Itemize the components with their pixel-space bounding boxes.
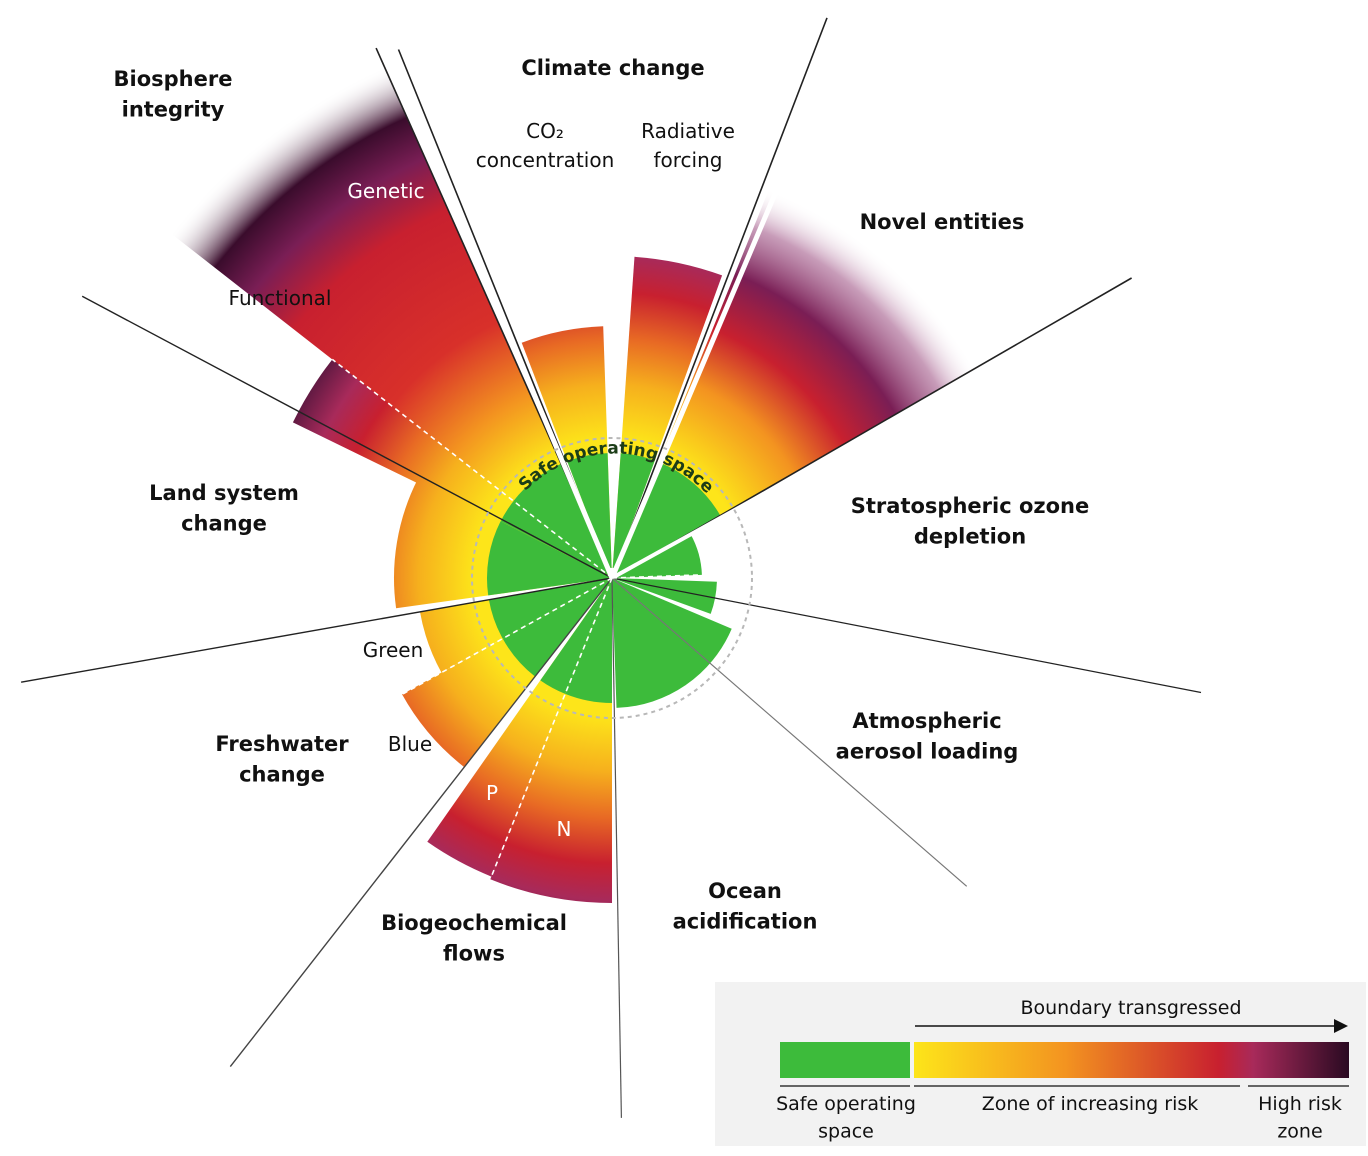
functional-label: Functional bbox=[229, 286, 332, 310]
nitrogen-label: N bbox=[557, 817, 572, 841]
genetic-biosphere-wedge bbox=[170, 66, 612, 579]
ocean-acidification-label: Ocean acidification bbox=[673, 879, 818, 933]
legend-zone-label: Zone of increasing risk bbox=[982, 1093, 1199, 1115]
safe-boundary-circle bbox=[471, 437, 753, 719]
ocean-acidification-wedge bbox=[612, 578, 732, 708]
arrow-head-icon bbox=[1334, 1019, 1348, 1033]
genetic-biosphere-wedge-safe-part bbox=[513, 463, 612, 578]
biogeochemical-flows-label: Biogeochemical flows bbox=[381, 911, 567, 965]
novel-entities-wedge bbox=[612, 188, 976, 578]
nitrogen-flow-wedge-safe-part bbox=[565, 578, 612, 703]
sector-divider-lines bbox=[20, 17, 1202, 1118]
divider-line bbox=[81, 295, 613, 579]
biosphere-integrity-label: Biosphere integrity bbox=[114, 67, 233, 121]
legend-high-label: High risk zone bbox=[1258, 1093, 1342, 1143]
legend-safe-label: Safe operating space bbox=[776, 1093, 916, 1143]
divider-line bbox=[611, 17, 828, 579]
green-water-label: Green bbox=[363, 638, 424, 662]
divider-line bbox=[383, 43, 615, 579]
boundary-wedges bbox=[170, 66, 976, 903]
novel-entities-label: Novel entities bbox=[860, 210, 1025, 234]
divider-line bbox=[611, 577, 622, 1118]
climate-change-label: Climate change bbox=[521, 56, 704, 80]
freshwater-change-label: Freshwater change bbox=[215, 732, 349, 786]
legend-risk-swatch bbox=[914, 1042, 1349, 1078]
divider-line bbox=[611, 577, 1202, 694]
stratospheric-ozone-label: Stratospheric ozone depletion bbox=[851, 494, 1089, 548]
sub-divider-line bbox=[401, 577, 613, 696]
phosphorus-label: P bbox=[486, 781, 498, 805]
divider-line bbox=[611, 577, 968, 887]
sub-divider-line bbox=[611, 573, 712, 579]
legend-safe-swatch bbox=[780, 1042, 910, 1078]
legend: Boundary transgressed Safe operating spac… bbox=[715, 982, 1366, 1146]
land-system-wedge-safe-part bbox=[486, 521, 612, 596]
blue-water-wedge-safe-part bbox=[502, 578, 612, 677]
blue-water-label: Blue bbox=[388, 732, 432, 756]
phosphorus-flow-wedge-safe-part bbox=[540, 578, 612, 694]
divider-line bbox=[229, 577, 613, 1068]
co2-concentration-label: CO₂ concentration bbox=[476, 119, 615, 172]
aerosol-loading-label: Atmospheric aerosol loading bbox=[836, 709, 1019, 763]
genetic-label: Genetic bbox=[347, 179, 424, 203]
green-water-wedge-safe-part bbox=[488, 578, 612, 639]
boundary-transgressed-label: Boundary transgressed bbox=[1020, 997, 1241, 1019]
divider-line bbox=[20, 577, 613, 683]
novel-entities-wedge-safe-part bbox=[612, 462, 721, 578]
divider-line bbox=[611, 285, 1138, 580]
divider-line bbox=[609, 24, 849, 579]
land-system-change-label: Land system change bbox=[149, 481, 299, 535]
aerosol-loading-wedge bbox=[612, 578, 717, 614]
radiative-forcing-label: Radiative forcing bbox=[641, 119, 735, 172]
